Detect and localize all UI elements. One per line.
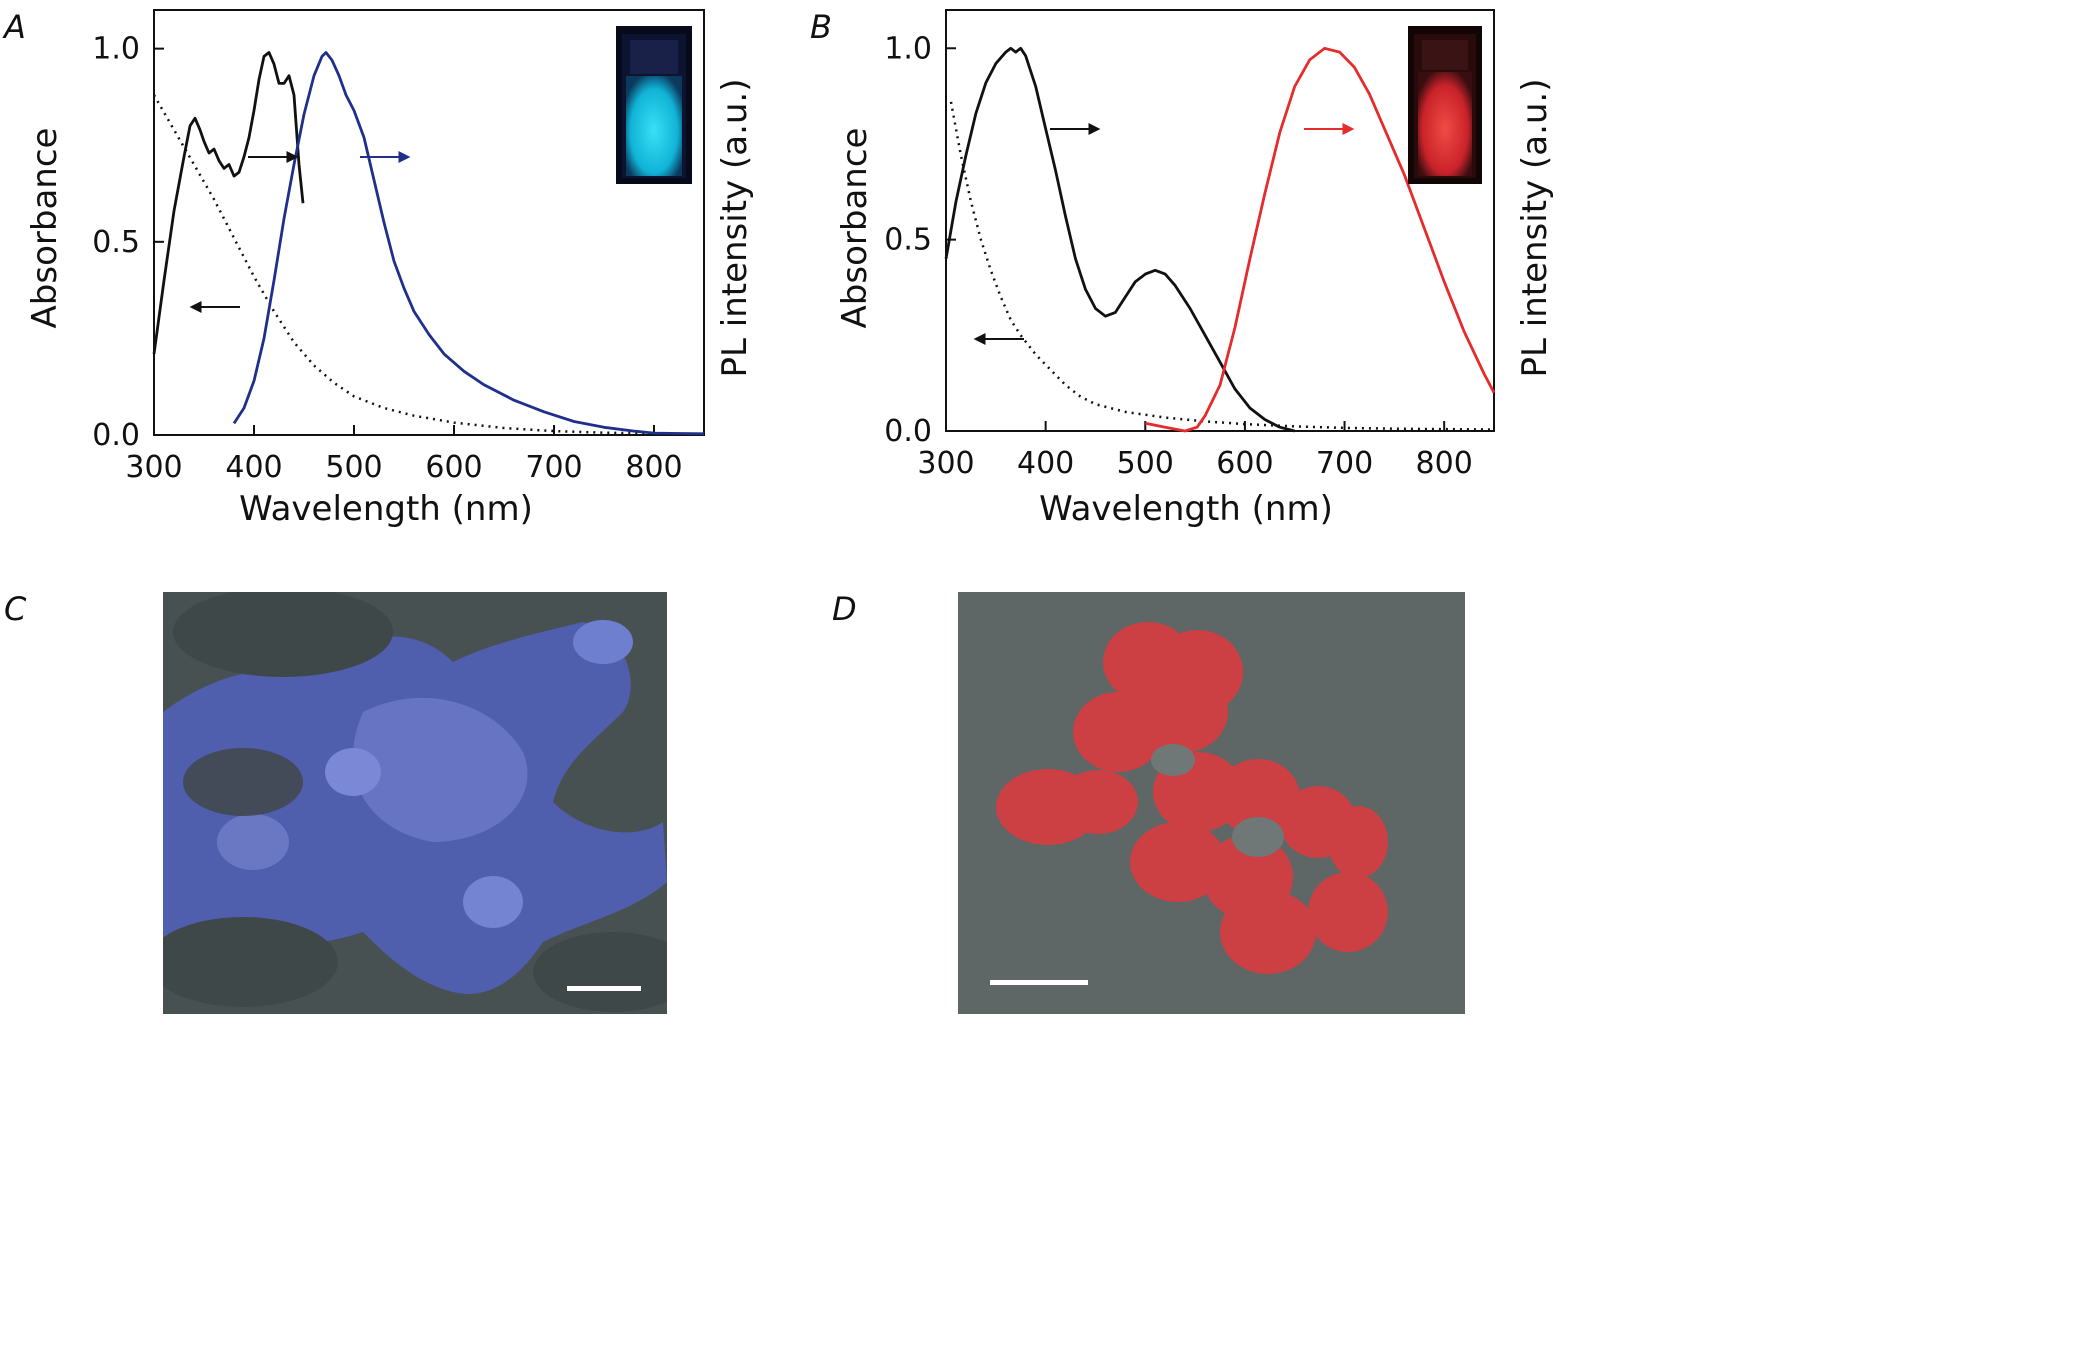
dark-gap-2 xyxy=(163,917,338,1007)
x-tick-label: 300 xyxy=(125,450,182,485)
cell-blob-4 xyxy=(217,814,289,870)
chart-panel-a: 300 400 500 600 700 800 0.0 0.5 1.0 Wavelength (… xyxy=(25,9,755,529)
x-tick-label: 800 xyxy=(1416,446,1473,481)
cell-blob-3 xyxy=(463,876,523,928)
microscopy-image-red xyxy=(958,592,1465,1014)
y-tick-label: 1.0 xyxy=(884,31,932,66)
cell-cluster-red xyxy=(996,622,1388,974)
x-tick-label: 500 xyxy=(1117,446,1174,481)
cell-gap xyxy=(1232,817,1284,857)
pl-colored-series-line xyxy=(232,51,705,436)
y-axis-title-right: PL intensity (a.u.) xyxy=(1515,79,1555,378)
series-group xyxy=(944,46,1496,433)
y-tick-label: 0.0 xyxy=(92,418,140,453)
x-tick-label: 800 xyxy=(625,450,682,485)
cell-blob-1 xyxy=(573,620,633,664)
cells-blue-illustration xyxy=(163,592,667,1014)
panel-label-c: C xyxy=(4,590,27,628)
y-tick-label: 1.0 xyxy=(92,32,140,67)
plot-frame xyxy=(153,9,705,436)
dark-gap-1 xyxy=(173,592,393,677)
x-tick-label: 600 xyxy=(425,450,482,485)
panel-label-d: D xyxy=(832,590,857,628)
cell-region-blue xyxy=(352,697,528,842)
tick-group: 300 400 500 600 700 800 0.0 0.5 1.0 xyxy=(92,32,682,485)
x-tick-label: 700 xyxy=(1316,446,1373,481)
x-axis-title: Wavelength (nm) xyxy=(1039,489,1333,529)
x-tick-label: 700 xyxy=(525,450,582,485)
tick-group: 300 400 500 600 700 800 0.0 0.5 1.0 xyxy=(884,31,1473,481)
x-tick-label: 400 xyxy=(1017,446,1074,481)
dark-gap-4 xyxy=(183,748,303,816)
scale-bar xyxy=(567,986,641,991)
x-axis-title: Wavelength (nm) xyxy=(239,489,533,529)
y-axis-title-right: PL intensity (a.u.) xyxy=(715,79,755,378)
series-group xyxy=(152,51,705,436)
pl-black-series-line xyxy=(152,51,305,355)
y-axis-title-left: Absorbance xyxy=(25,128,65,329)
y-tick-label: 0.5 xyxy=(92,225,140,260)
cells-red-illustration xyxy=(958,592,1465,1014)
pl-colored-series-line xyxy=(1145,46,1496,433)
pl-black-series-line xyxy=(944,46,1296,433)
dark-gap-3 xyxy=(533,932,667,1012)
panel-label-b: B xyxy=(810,8,832,46)
chart-panel-b: 300 400 500 600 700 800 0.0 0.5 1.0 Wavelength (… xyxy=(835,9,1555,529)
spectra-plots: 300 400 500 600 700 800 0.0 0.5 1.0 Wavelength (… xyxy=(25,9,1555,529)
x-tick-label: 500 xyxy=(325,450,382,485)
plot-frame xyxy=(945,9,1495,432)
cell-blob-2 xyxy=(325,748,381,796)
y-axis-title-left: Absorbance xyxy=(835,128,875,329)
y-tick-label: 0.5 xyxy=(884,223,932,258)
scale-bar xyxy=(990,980,1088,985)
cell-gap xyxy=(1151,744,1195,776)
cuvette-inset-red xyxy=(1408,26,1482,184)
x-tick-label: 300 xyxy=(917,446,974,481)
panel-label-a: A xyxy=(4,8,26,46)
y-tick-label: 0.0 xyxy=(884,414,932,449)
microscopy-image-blue xyxy=(163,592,667,1014)
x-tick-label: 400 xyxy=(225,450,282,485)
absorbance-series-line xyxy=(152,94,705,436)
cuvette-inset-blue xyxy=(616,26,692,184)
x-tick-label: 600 xyxy=(1216,446,1273,481)
